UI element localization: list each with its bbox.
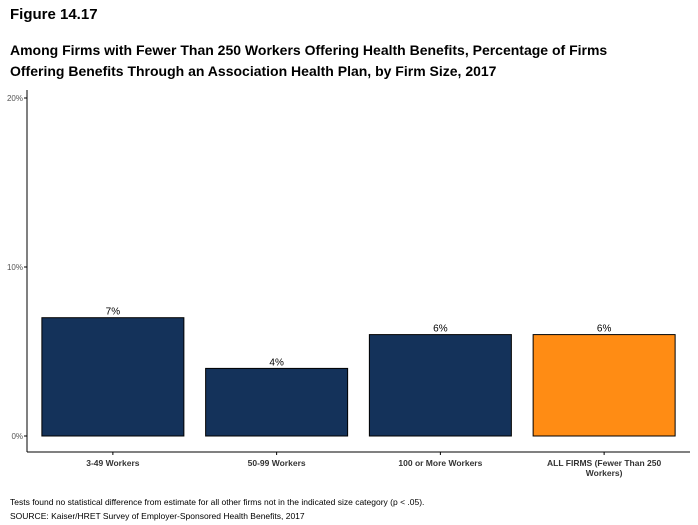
x-tick-label: Workers) [586, 468, 623, 478]
chart-title-line-1: Among Firms with Fewer Than 250 Workers … [10, 42, 608, 58]
footnote: Tests found no statistical difference fr… [10, 497, 425, 507]
x-tick-label: 50-99 Workers [248, 458, 306, 468]
data-label: 6% [597, 324, 612, 335]
chart-bars [41, 317, 676, 437]
x-tick-label: 100 or More Workers [398, 458, 482, 468]
bar [205, 367, 349, 437]
source-note: SOURCE: Kaiser/HRET Survey of Employer-S… [10, 511, 305, 521]
chart-axes: 0% 10% 20% [7, 90, 690, 455]
chart-labels: 7% 3-49 Workers 4% 50-99 Workers 6% 100 or Mo… [86, 307, 661, 478]
y-tick-label: 20% [7, 94, 23, 103]
data-label: 4% [269, 357, 284, 368]
y-tick-label: 0% [11, 432, 23, 441]
data-label: 6% [433, 324, 448, 335]
data-label: 7% [106, 307, 121, 318]
y-tick-label: 10% [7, 263, 23, 272]
bar [532, 334, 676, 437]
x-tick-label: ALL FIRMS (Fewer Than 250 [547, 458, 661, 468]
figure-label: Figure 14.17 [10, 6, 98, 23]
bar [368, 334, 512, 437]
x-tick-label: 3-49 Workers [86, 458, 140, 468]
chart-title-line-2: Offering Benefits Through an Association… [10, 63, 497, 79]
bar [41, 317, 185, 437]
